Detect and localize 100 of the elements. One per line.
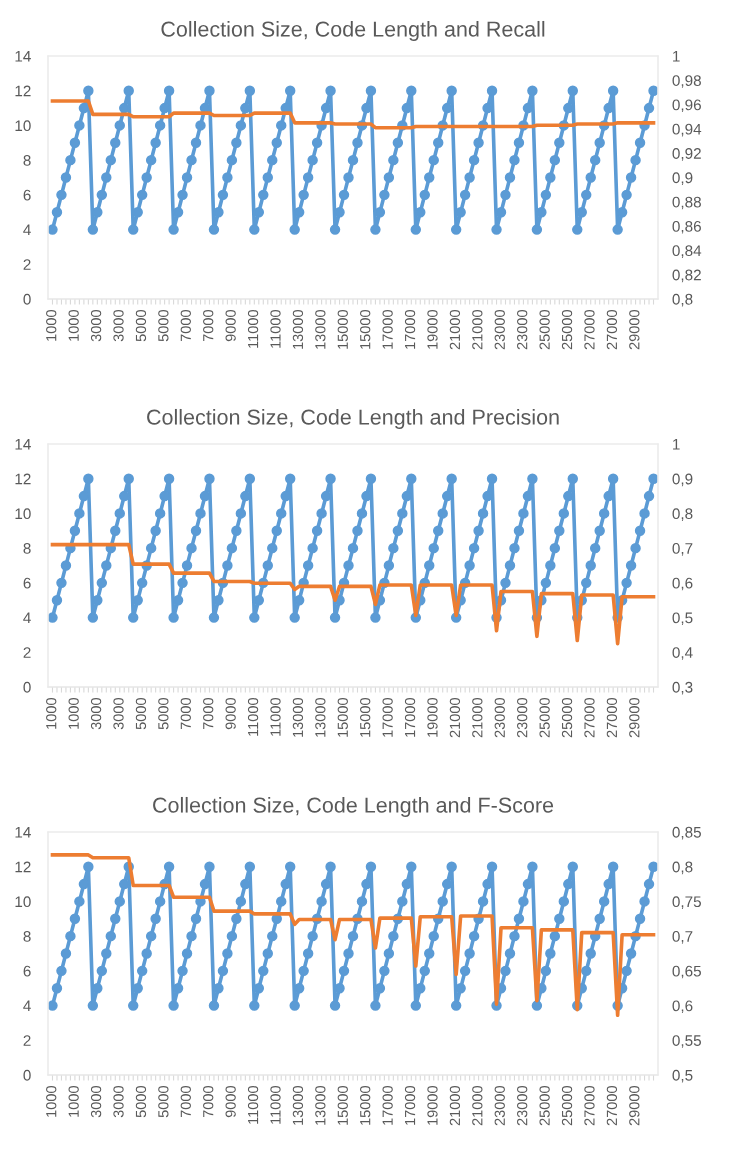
x-tick-label: 5000	[158, 697, 169, 730]
y2-tick-label: 0,8	[672, 293, 693, 307]
x-tick-label: 5000	[135, 1085, 147, 1118]
x-tick-label: 27000	[584, 309, 595, 350]
x-tick-label: 17000	[404, 1085, 416, 1125]
y2-tick-label: 0,7	[672, 931, 693, 944]
x-tick-label: 3000	[113, 1085, 124, 1118]
x-tick-label: 29000	[629, 309, 640, 350]
x-tick-label: 21000	[449, 309, 461, 350]
y-tick-label: 6	[23, 577, 31, 589]
y2-tick-label: 0,92	[672, 148, 701, 161]
x-tick-label: 5000	[135, 309, 147, 342]
y2-tick-label: 0,8	[672, 861, 693, 875]
y-tick-label: 12	[15, 473, 31, 485]
y-tick-label: 4	[23, 612, 31, 624]
x-tick-label: 11000	[247, 1085, 259, 1124]
x-tick-label: 3000	[90, 1085, 102, 1118]
x-tick-label: 1000	[68, 309, 79, 341]
x-tick-label: 23000	[517, 1085, 528, 1126]
x-tick-label: 17000	[404, 697, 416, 737]
y-tick-label: 2	[23, 259, 31, 270]
x-tick-label: 17000	[382, 1085, 393, 1125]
x-tick-label: 1000	[46, 1085, 57, 1117]
y2-tick-label: 0,86	[672, 220, 701, 234]
y2-tick-label: 0,75	[672, 896, 701, 909]
x-tick-label: 7000	[180, 309, 191, 342]
x-tick-label: 13000	[315, 697, 326, 737]
x-tick-label: 1000	[46, 697, 57, 729]
x-tick-label: 11000	[247, 697, 259, 736]
x-tick-label: 11000	[270, 1085, 281, 1124]
x-tick-label: 19000	[427, 697, 438, 737]
x-tick-label: 11000	[247, 309, 259, 348]
y-tick-label: 6	[23, 965, 31, 977]
x-tick-label: 25000	[539, 697, 550, 738]
y-tick-label: 4	[23, 224, 31, 236]
y-tick-label: 10	[15, 120, 31, 132]
x-tick-label: 1000	[68, 697, 79, 729]
chart-title: Collection Size, Code Length and Recall	[161, 20, 545, 42]
chart-title: Collection Size, Code Length and Precision	[147, 408, 559, 430]
y2-tick-label: 0,84	[672, 245, 702, 258]
x-tick-label: 17000	[382, 697, 393, 737]
x-tick-label: 17000	[382, 309, 393, 349]
y-tick-label: 12	[15, 85, 31, 97]
x-tick-label: 27000	[606, 1085, 618, 1126]
y2-tick-label: 0,8	[672, 508, 693, 521]
x-tick-label: 29000	[629, 697, 640, 738]
y2-tick-label: 0,7	[672, 543, 693, 556]
x-tick-label: 7000	[180, 1085, 191, 1118]
y2-tick-label: 1	[673, 439, 680, 450]
x-tick-label: 7000	[180, 697, 191, 730]
x-tick-label: 1000	[46, 309, 57, 341]
x-tick-label: 15000	[337, 1085, 348, 1125]
y-tick-label: 2	[23, 647, 31, 658]
y-tick-label: 14	[15, 51, 31, 62]
x-tick-label: 21000	[449, 1085, 461, 1126]
x-tick-label: 9000	[225, 697, 236, 730]
x-tick-label: 29000	[629, 1085, 640, 1126]
y-tick-label: 8	[23, 155, 31, 166]
y2-tick-label: 0,94	[672, 123, 702, 137]
x-tick-label: 7000	[203, 1085, 214, 1118]
x-tick-label: 3000	[90, 309, 102, 342]
x-tick-label: 15000	[360, 1085, 371, 1125]
x-tick-label: 5000	[158, 1085, 169, 1118]
y2-tick-label: 1	[673, 51, 680, 62]
x-tick-label: 27000	[584, 1085, 595, 1126]
x-tick-label: 23000	[517, 697, 528, 738]
y-tick-label: 0	[23, 1069, 31, 1081]
x-tick-label: 27000	[606, 697, 618, 738]
x-tick-label: 25000	[561, 1085, 573, 1126]
x-tick-label: 11000	[270, 697, 281, 736]
x-tick-label: 21000	[472, 1085, 483, 1126]
y2-tick-label: 0,85	[672, 826, 701, 840]
y-tick-label: 14	[15, 827, 31, 838]
y2-tick-label: 0,88	[672, 196, 701, 210]
x-tick-label: 25000	[561, 309, 573, 350]
y2-tick-label: 0,55	[672, 1035, 701, 1048]
x-tick-label: 13000	[315, 1085, 326, 1125]
chart-title: Collection Size, Code Length and F-Score	[153, 796, 554, 818]
x-tick-label: 23000	[494, 309, 505, 350]
y2-tick-label: 0,6	[672, 577, 693, 591]
y-tick-label: 4	[23, 1000, 31, 1012]
x-tick-label: 13000	[292, 697, 304, 737]
y2-tick-label: 0,5	[672, 1069, 693, 1083]
x-tick-label: 9000	[225, 1085, 236, 1118]
y2-tick-label: 0,3	[672, 681, 693, 695]
x-tick-label: 27000	[606, 309, 618, 350]
y-tick-label: 8	[23, 931, 31, 942]
x-tick-label: 23000	[517, 309, 528, 350]
y-tick-label: 8	[23, 543, 31, 554]
x-tick-label: 13000	[292, 1085, 304, 1125]
y2-tick-label: 0,4	[672, 647, 693, 660]
y2-tick-label: 0,82	[672, 269, 701, 283]
x-tick-label: 21000	[472, 309, 483, 350]
x-tick-label: 23000	[494, 1085, 505, 1126]
x-tick-label: 11000	[270, 309, 281, 348]
y2-tick-label: 0,96	[672, 99, 701, 113]
y-tick-label: 6	[23, 189, 31, 201]
x-tick-label: 25000	[539, 309, 550, 350]
line-series	[50, 99, 656, 130]
x-tick-label: 17000	[404, 309, 416, 349]
